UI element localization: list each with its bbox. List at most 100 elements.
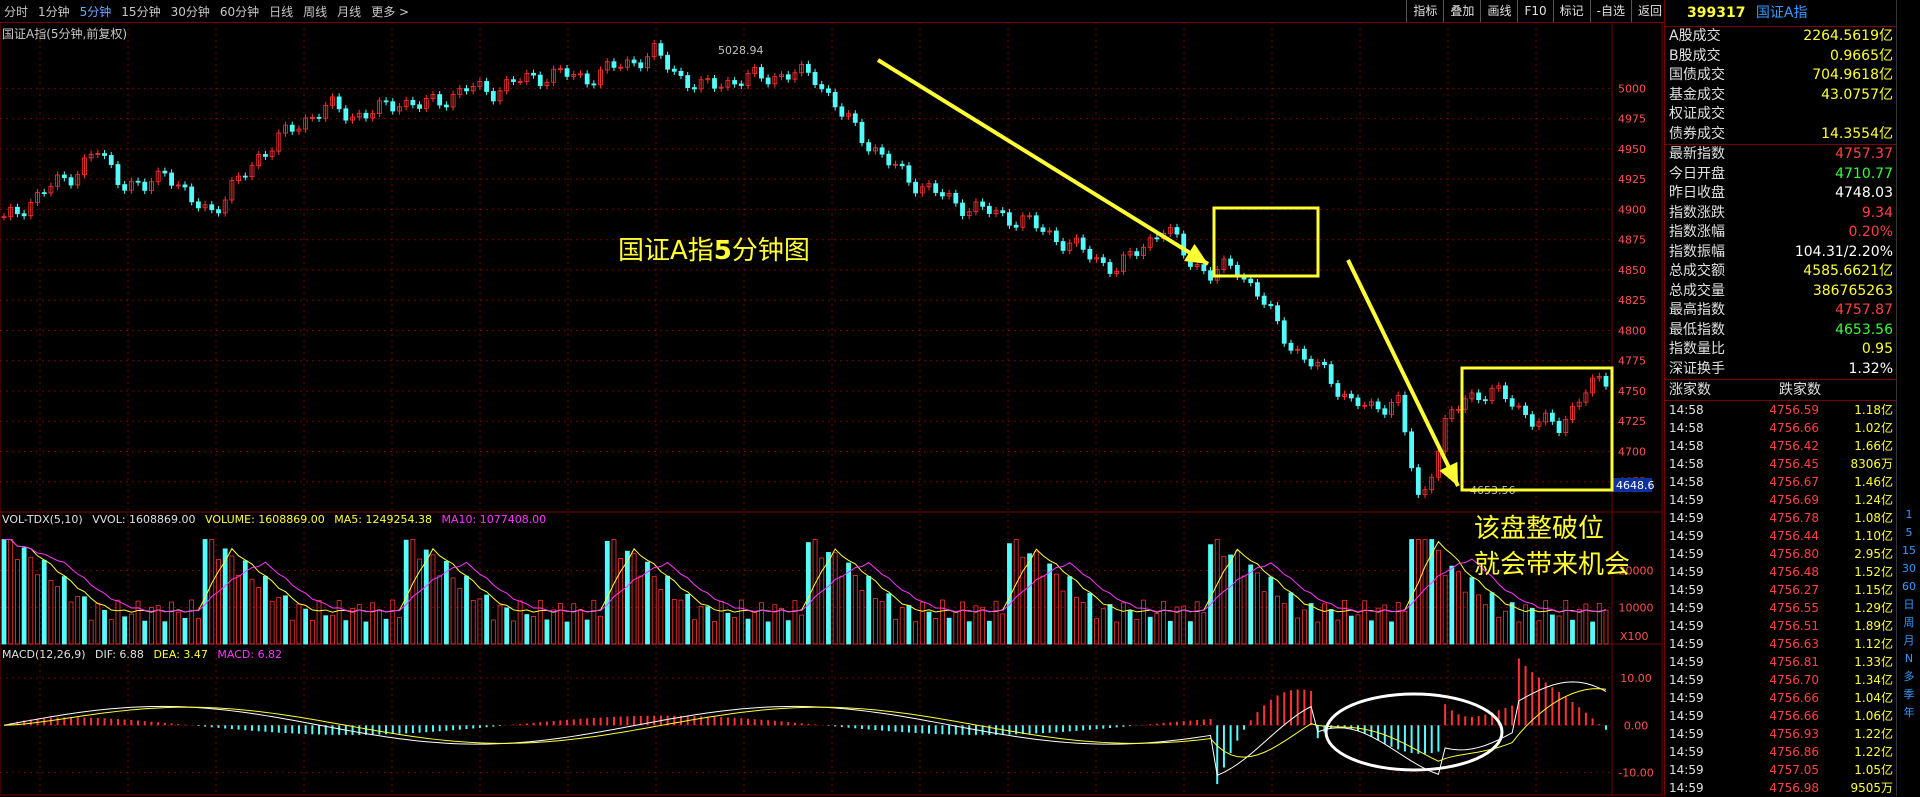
volume-bar xyxy=(557,603,563,645)
period-tab-2[interactable]: 5分钟 xyxy=(79,5,112,19)
volume-bar xyxy=(437,575,443,645)
volume-bar xyxy=(1503,610,1508,645)
macd-value: MACD: 6.82 xyxy=(217,648,283,661)
candle-body xyxy=(1275,305,1280,322)
tool-button-2[interactable]: 画线 xyxy=(1480,0,1517,22)
stat-label: 昨日收盘 xyxy=(1669,185,1725,201)
period-tab-6[interactable]: 日线 xyxy=(269,5,294,19)
period-shortcut-icon[interactable]: 1 xyxy=(1905,508,1913,521)
volume-bar xyxy=(1047,563,1053,645)
volume-bar xyxy=(383,618,389,645)
candle-body xyxy=(805,63,811,73)
period-tab-0[interactable]: 分时 xyxy=(4,5,29,19)
candle-body xyxy=(229,180,235,201)
period-tab-1[interactable]: 1分钟 xyxy=(38,5,70,19)
volume-bar xyxy=(765,621,771,645)
stat-row: 今日开盘 4710.77 xyxy=(1665,165,1897,185)
volume-bar xyxy=(1496,616,1502,645)
candle-body xyxy=(88,153,94,159)
candle-body xyxy=(1154,237,1160,240)
period-shortcut-icon[interactable]: 15 xyxy=(1902,544,1916,557)
period-tab-7[interactable]: 周线 xyxy=(303,5,328,19)
volume-bar xyxy=(926,611,932,645)
period-shortcut-icon[interactable]: 周 xyxy=(1903,616,1915,629)
period-tab-5[interactable]: 60分钟 xyxy=(219,5,260,19)
tool-button-6[interactable]: 返回 xyxy=(1630,0,1668,22)
period-shortcut-icon[interactable]: N xyxy=(1904,652,1914,665)
stat-value: 4757.37 xyxy=(1835,146,1893,162)
period-tab-9[interactable]: 更多 > xyxy=(371,5,410,19)
period-shortcut-icon[interactable]: 季 xyxy=(1903,688,1915,701)
volume-bar xyxy=(1482,604,1488,645)
period-shortcut-icon[interactable]: 日 xyxy=(1903,598,1915,611)
volume-bar xyxy=(1288,592,1294,645)
candle-body xyxy=(390,101,396,112)
period-tab-8[interactable]: 月线 xyxy=(337,5,362,19)
candle-body xyxy=(872,147,878,152)
period-shortcut-icon[interactable]: 多 xyxy=(1903,670,1915,683)
macd-dea-line xyxy=(3,688,1607,762)
period-shortcut-icon[interactable]: 5 xyxy=(1905,526,1913,539)
candle-body xyxy=(1489,387,1495,402)
volume-bar xyxy=(1120,602,1126,645)
period-shortcut-icon[interactable]: 30 xyxy=(1902,562,1916,575)
volume-bar xyxy=(906,605,912,645)
volume-bar xyxy=(477,598,483,645)
tool-button-5[interactable]: -自选 xyxy=(1589,0,1631,22)
candle-body xyxy=(1415,467,1421,495)
volume-bar xyxy=(1295,617,1301,645)
candle-body xyxy=(1067,242,1073,251)
volume-bar xyxy=(1094,618,1099,645)
candle-body xyxy=(1342,393,1347,397)
volume-bar xyxy=(316,600,322,645)
candle-body xyxy=(1429,476,1435,491)
volume-bar xyxy=(1563,599,1569,645)
tick-amount: 8306万 xyxy=(1850,457,1893,471)
candle-body xyxy=(1516,405,1522,408)
arrow-down-2 xyxy=(1346,259,1460,487)
consolidation-box-2 xyxy=(1460,366,1614,492)
tick-time: 14:59 xyxy=(1669,529,1704,543)
stat-value: 4710.77 xyxy=(1835,165,1893,182)
tick-price: 4756.55 xyxy=(1769,601,1819,615)
candle-body xyxy=(256,154,262,167)
tick-amount: 1.33亿 xyxy=(1854,655,1893,669)
period-tab-3[interactable]: 15分钟 xyxy=(121,5,161,19)
tick-price: 4756.66 xyxy=(1769,709,1819,723)
volume-bar xyxy=(551,609,557,645)
period-shortcut-icon[interactable]: 月 xyxy=(1903,634,1915,647)
period-tab-4[interactable]: 30分钟 xyxy=(170,5,210,19)
candle-body xyxy=(658,43,664,56)
period-shortcut-icon[interactable]: 60 xyxy=(1902,580,1916,593)
candle-body xyxy=(242,175,248,178)
volume-bar xyxy=(1147,616,1153,645)
tool-button-3[interactable]: F10 xyxy=(1517,0,1552,22)
annotation-note-line2: 就会带来机会 xyxy=(1474,550,1631,580)
tick-time: 14:59 xyxy=(1669,637,1704,651)
kline-chart-svg[interactable]: 5000 4975 4950 4925 4900 4875 4850 4825 4800 4775… xyxy=(0,22,1664,796)
macd-dif-line xyxy=(3,681,1607,777)
volume-bar xyxy=(490,619,496,645)
candle-body xyxy=(986,205,992,214)
volume-bar xyxy=(685,593,691,645)
candle-body xyxy=(1482,399,1488,402)
volume-bar xyxy=(759,602,764,645)
macd-legend: MACD(12,26,9) DIF: 6.88 DEA: 3.47 MACD: … xyxy=(2,648,288,661)
right-icon-strip: 1 5 15 30 60 日周月 N 多季年 xyxy=(1896,0,1920,796)
volume-bar xyxy=(162,621,168,645)
tick-price: 4756.44 xyxy=(1769,529,1819,543)
macd-dif: DIF: 6.88 xyxy=(95,648,144,661)
period-shortcut-icon[interactable]: 年 xyxy=(1903,706,1915,719)
tool-button-0[interactable]: 指标 xyxy=(1406,0,1443,22)
candle-body xyxy=(457,88,463,95)
tick-list[interactable]: 14:58 4756.59 1.18亿 14:58 4756.66 1.02亿 14:58 4… xyxy=(1665,401,1897,797)
tool-button-4[interactable]: 标记 xyxy=(1552,0,1590,22)
consolidation-box-1 xyxy=(1212,206,1320,278)
candle-body xyxy=(893,163,898,166)
tool-button-1[interactable]: 叠加 xyxy=(1443,0,1480,22)
candle-body xyxy=(906,165,912,183)
macd-tick-label: -10.00 xyxy=(1618,766,1653,779)
tick-price: 4756.69 xyxy=(1769,493,1819,507)
volume-bar xyxy=(1127,610,1133,645)
candle-body xyxy=(571,73,577,77)
